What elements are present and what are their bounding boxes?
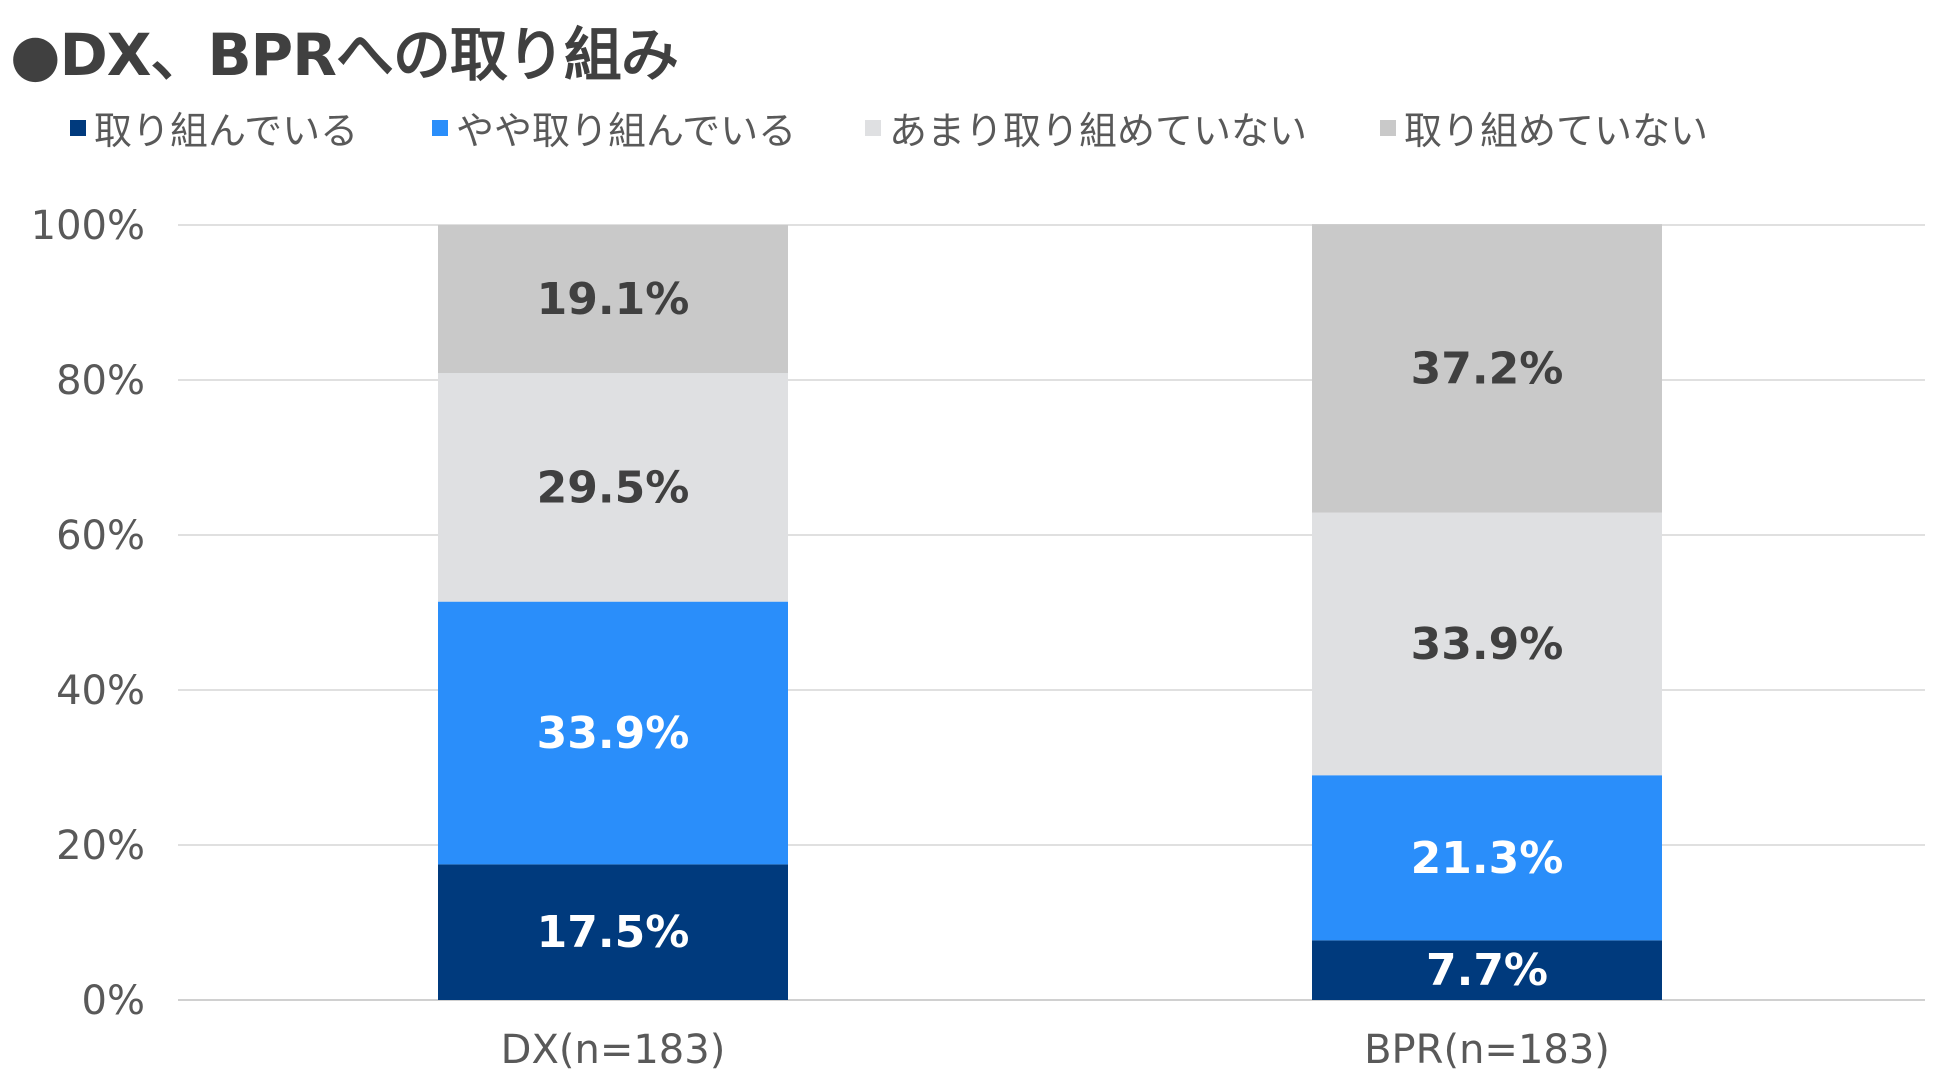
data-label: 7.7% <box>1426 945 1548 996</box>
legend-item-series-1: 取り組んでいる <box>70 100 358 155</box>
y-tick-label: 60% <box>56 513 145 559</box>
data-label: 33.9% <box>1411 619 1564 670</box>
data-label: 33.9% <box>537 708 690 759</box>
legend-label-series-4: 取り組めていない <box>1404 109 1709 153</box>
bar-segment <box>1312 512 1662 776</box>
y-tick-label: 20% <box>56 823 145 869</box>
y-tick-label: 80% <box>56 358 145 404</box>
legend-swatch-series-4 <box>1380 119 1396 136</box>
data-label: 29.5% <box>537 462 690 513</box>
legend-item-series-2: やや取り組んでいる <box>432 100 796 155</box>
legend-item-series-3: あまり取り組めていない <box>865 100 1307 155</box>
x-category-label: BPR(n=183) <box>1364 1027 1610 1073</box>
bar-segment <box>438 373 788 602</box>
chart-title: ●DX、BPRへの取り組み <box>10 21 679 89</box>
legend-swatch-series-3 <box>865 119 881 136</box>
legend-swatch-series-1 <box>70 119 86 136</box>
data-label: 37.2% <box>1411 343 1564 394</box>
bar-segment <box>1312 224 1662 513</box>
bar-segment <box>438 864 788 1000</box>
data-label: 19.1% <box>537 274 690 325</box>
bar-segment <box>438 225 788 374</box>
legend-item-series-4: 取り組めていない <box>1380 100 1708 155</box>
legend-label-series-2: やや取り組んでいる <box>456 109 797 153</box>
data-label: 21.3% <box>1411 833 1564 884</box>
y-tick-label: 0% <box>82 978 145 1024</box>
bar-segment <box>438 601 788 865</box>
bar-segment <box>1312 775 1662 941</box>
legend-label-series-1: 取り組んでいる <box>94 109 359 153</box>
y-tick-label: 40% <box>56 668 145 714</box>
y-tick-label: 100% <box>31 203 145 249</box>
legend-swatch-series-2 <box>432 119 448 136</box>
x-category-label: DX(n=183) <box>501 1027 726 1073</box>
legend-label-series-3: あまり取り組めていない <box>889 109 1308 153</box>
data-label: 17.5% <box>537 907 690 958</box>
bar-segment <box>1312 940 1662 1000</box>
